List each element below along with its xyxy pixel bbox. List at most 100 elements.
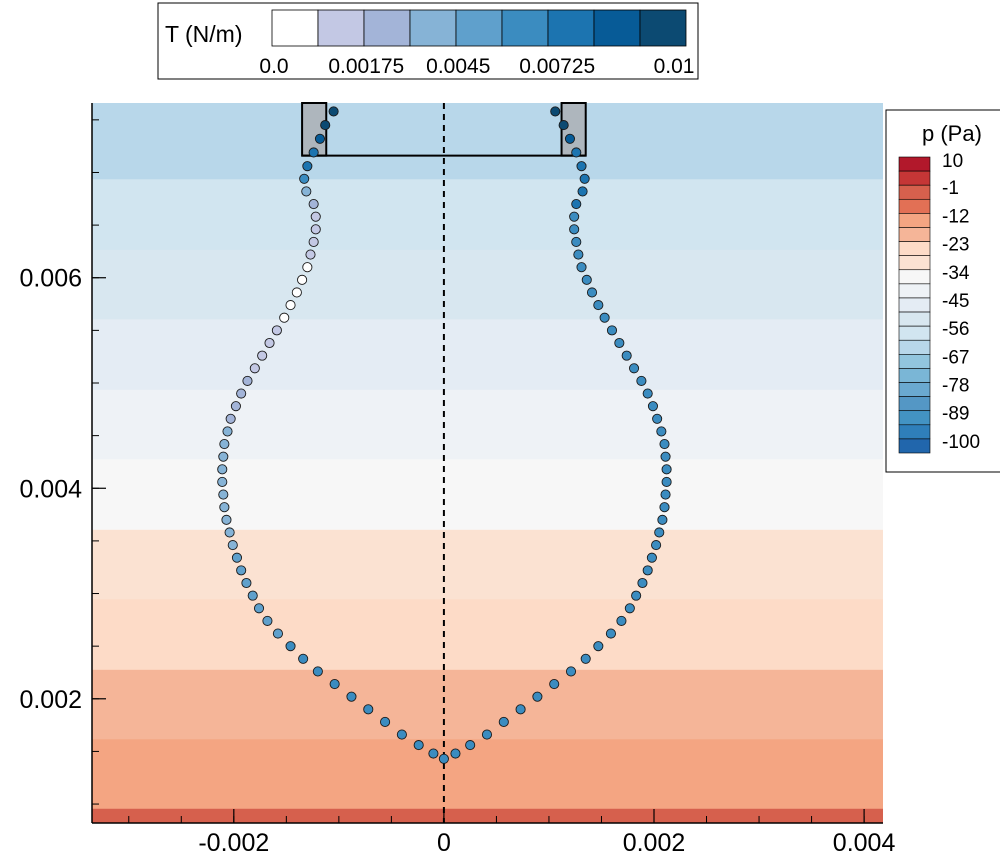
interface-point-left	[308, 147, 319, 158]
interface-point-right	[586, 287, 598, 298]
x-tick-label: -0.002	[198, 829, 269, 857]
pressure-tick-label: -100	[942, 432, 980, 453]
tension-tick-label: 0.00725	[519, 55, 595, 78]
interface-point-right	[605, 628, 616, 639]
pressure-tick-label: -89	[942, 404, 969, 425]
interface-point-right	[660, 489, 671, 500]
interface-point-left	[217, 476, 228, 487]
tension-legend-title: T (N/m)	[165, 21, 243, 47]
y-tick-label: 0.002	[19, 686, 82, 714]
interface-point-left	[222, 426, 233, 437]
interface-point-left	[363, 704, 374, 715]
pressure-band	[92, 738, 883, 809]
interface-point-left	[230, 401, 241, 412]
pressure-legend: p (Pa) 10 -1 -12 -23 -34 -45 -56 -67 -78 -89 -100	[885, 109, 1000, 473]
pressure-band	[92, 598, 883, 670]
tension-swatch	[501, 9, 549, 47]
interface-point-left	[308, 236, 319, 247]
interface-point-right	[573, 249, 584, 260]
interface-point-right	[579, 173, 590, 184]
interface-point-left	[272, 628, 283, 639]
interface-point-left	[346, 691, 357, 702]
tension-legend: T (N/m) 0.0 0.00175 0.0045 0.00725 0.01	[157, 2, 699, 80]
interface-point-right	[642, 565, 653, 576]
tension-tick-label: 0.01	[654, 55, 695, 78]
interface-point-left	[314, 133, 326, 144]
interface-point-right	[628, 363, 640, 374]
plot-area	[92, 103, 883, 823]
interface-point-right	[515, 704, 526, 715]
interface-point-left	[279, 312, 290, 323]
interface-point-right	[580, 653, 591, 664]
axes: 0.002 0.004 0.006 -0.002 0 0.002 0.004	[19, 103, 895, 857]
interface-point-right	[659, 439, 670, 450]
interface-point-right	[657, 514, 668, 525]
pressure-swatch	[898, 424, 931, 440]
interface-point-right	[581, 274, 592, 285]
interface-point-left	[219, 502, 230, 513]
interface-point-right	[593, 641, 604, 652]
interface-point-right	[652, 413, 663, 424]
x-tick-label: 0	[437, 829, 451, 857]
interface-point-right	[576, 262, 587, 273]
interface-point-left	[308, 199, 319, 210]
tension-swatch	[363, 9, 411, 47]
interface-point-left	[231, 552, 243, 563]
pressure-swatch	[898, 170, 931, 186]
pressure-band	[92, 458, 883, 530]
interface-point-right	[660, 451, 671, 462]
pressure-band	[92, 103, 883, 180]
interface-point-right	[636, 375, 647, 386]
interface-point-left	[225, 413, 236, 424]
x-tick-label: 0.002	[623, 829, 686, 857]
interface-point-left	[271, 325, 282, 336]
interface-point-right	[659, 502, 670, 513]
pressure-band	[92, 389, 883, 460]
interface-point-right	[550, 106, 561, 117]
interface-point-left	[320, 120, 331, 131]
interface-point-left	[299, 173, 310, 184]
interface-point-left	[224, 527, 235, 538]
pressure-swatch	[898, 410, 931, 426]
interface-point-left	[219, 439, 230, 450]
pressure-tick-label: -34	[942, 263, 970, 284]
interface-point-left	[305, 249, 316, 260]
x-tick-label: 0.004	[833, 829, 896, 857]
interface-point-right	[631, 590, 642, 601]
interface-point-right	[646, 552, 657, 563]
pressure-tick-label: 10	[942, 151, 963, 172]
tension-swatch	[455, 9, 503, 47]
interface-point-left	[221, 514, 232, 525]
pressure-swatch	[898, 339, 931, 355]
pressure-swatch	[898, 255, 931, 271]
interface-point-right	[565, 666, 577, 677]
interface-point-right	[599, 312, 610, 323]
pressure-swatch	[898, 396, 931, 412]
interface-point-right	[651, 540, 662, 551]
interface-point-right	[564, 133, 576, 144]
pressure-swatch	[898, 184, 931, 200]
interface-point-left	[312, 666, 323, 677]
pressure-swatch	[898, 213, 931, 228]
interface-point-right	[656, 426, 667, 437]
interface-point-left	[302, 161, 313, 172]
interface-point-right	[571, 236, 582, 247]
tension-swatch	[271, 9, 319, 47]
pressure-swatch	[898, 241, 931, 256]
interface-point-left	[253, 603, 265, 614]
interface-point-left	[227, 540, 238, 551]
interface-point-left	[241, 577, 252, 589]
pressure-tick-label: -23	[942, 235, 969, 256]
pressure-swatch	[898, 438, 931, 454]
interface-point-left	[438, 753, 449, 764]
y-tick-label: 0.004	[19, 475, 82, 503]
pressure-tick-label: -45	[942, 291, 969, 312]
interface-point-left	[285, 300, 296, 311]
interface-point-left	[236, 388, 247, 399]
pressure-swatch	[898, 156, 931, 172]
interface-point-left	[291, 287, 302, 298]
nozzle-walls	[301, 102, 587, 157]
interface-point-right	[654, 527, 665, 538]
interface-point-right	[637, 577, 648, 589]
